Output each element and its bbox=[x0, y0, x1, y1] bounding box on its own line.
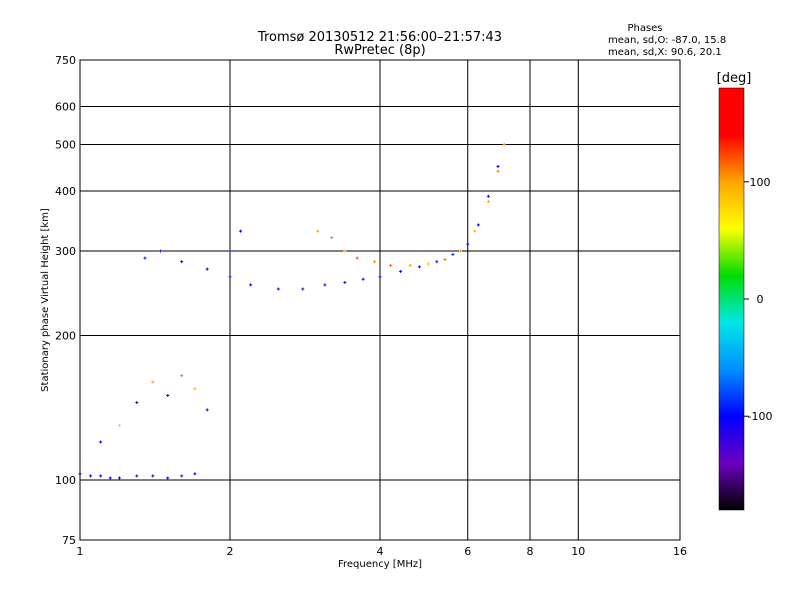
data-point-1-5 bbox=[249, 283, 253, 287]
data-point-0-4 bbox=[117, 476, 121, 480]
data-point-0-3 bbox=[108, 476, 112, 480]
data-point-2-0 bbox=[316, 229, 320, 233]
x-tick-label-1: 2 bbox=[227, 545, 234, 558]
data-point-1-15 bbox=[451, 253, 455, 257]
data-point-3-9 bbox=[239, 229, 243, 233]
data-point-1-18 bbox=[486, 194, 490, 198]
legend-line-x: mean, sd,X: 90.6, 20.1 bbox=[608, 47, 722, 58]
x-tick-label-5: 10 bbox=[571, 545, 585, 558]
colorbar-tick-label-1: 0 bbox=[757, 293, 764, 306]
data-point-0-6 bbox=[151, 474, 155, 478]
colorbar bbox=[718, 87, 745, 511]
data-point-1-2 bbox=[180, 260, 184, 264]
y-tick-label-0: 75 bbox=[62, 534, 76, 547]
data-point-1-19 bbox=[496, 164, 500, 168]
chart-title: Tromsø 20130512 21:56:00–21:57:43 bbox=[257, 30, 502, 45]
x-tick-label-4: 8 bbox=[527, 545, 534, 558]
data-points bbox=[78, 143, 506, 480]
data-point-2-13 bbox=[502, 143, 506, 147]
data-point-3-3 bbox=[151, 380, 155, 384]
data-point-0-1 bbox=[89, 474, 93, 478]
data-point-3-5 bbox=[180, 374, 184, 378]
data-point-0-7 bbox=[166, 476, 170, 480]
data-point-3-8 bbox=[228, 249, 232, 253]
data-point-0-2 bbox=[99, 474, 103, 478]
data-point-1-16 bbox=[466, 242, 470, 246]
data-point-1-17 bbox=[476, 223, 480, 227]
data-point-1-4 bbox=[228, 275, 232, 279]
colorbar-ticks: 100 0 -100 bbox=[744, 176, 772, 423]
y-tick-label-6: 600 bbox=[55, 101, 76, 114]
x-tick-label-2: 4 bbox=[377, 545, 384, 558]
data-point-1-3 bbox=[205, 267, 209, 271]
data-point-1-14 bbox=[435, 260, 439, 264]
data-point-1-13 bbox=[417, 265, 421, 269]
data-point-3-6 bbox=[193, 387, 197, 391]
data-point-2-3 bbox=[355, 256, 359, 260]
data-point-1-12 bbox=[399, 269, 403, 273]
colorbar-tick-label-2: -100 bbox=[748, 410, 773, 423]
data-point-2-5 bbox=[389, 263, 393, 267]
legend-line-o: mean, sd,O: -87.0, 15.8 bbox=[608, 35, 726, 46]
grid bbox=[79, 59, 681, 541]
y-tick-label-4: 400 bbox=[55, 185, 76, 198]
plot-frame bbox=[79, 59, 681, 541]
data-point-2-6 bbox=[408, 263, 412, 267]
data-point-0-5 bbox=[135, 474, 139, 478]
data-point-2-1 bbox=[330, 236, 334, 240]
data-point-1-6 bbox=[276, 287, 280, 291]
data-point-3-2 bbox=[135, 401, 139, 405]
y-tick-label-2: 200 bbox=[55, 330, 76, 343]
data-point-1-7 bbox=[301, 287, 305, 291]
data-point-1-9 bbox=[343, 280, 347, 284]
legend-title: Phases bbox=[627, 23, 662, 34]
data-point-3-0 bbox=[99, 440, 103, 444]
x-ticks: 1 2 4 6 8 10 16 bbox=[77, 545, 688, 558]
x-tick-label-3: 6 bbox=[464, 545, 471, 558]
data-point-2-7 bbox=[426, 262, 430, 266]
data-point-2-11 bbox=[486, 200, 490, 204]
y-ticks: 75 100 200 300 400 500 600 750 bbox=[55, 54, 76, 547]
data-point-3-7 bbox=[205, 408, 209, 412]
x-tick-label-0: 1 bbox=[77, 545, 84, 558]
colorbar-label: [deg] bbox=[717, 71, 752, 86]
data-point-1-8 bbox=[323, 283, 327, 287]
data-point-3-4 bbox=[166, 394, 170, 398]
x-tick-label-6: 16 bbox=[673, 545, 687, 558]
data-point-2-4 bbox=[373, 260, 377, 264]
data-point-3-1 bbox=[117, 423, 121, 427]
data-point-0-8 bbox=[180, 474, 184, 478]
data-point-2-8 bbox=[443, 258, 447, 262]
x-axis-label: Frequency [MHz] bbox=[338, 559, 422, 570]
data-point-1-0 bbox=[143, 256, 147, 260]
data-point-0-9 bbox=[193, 472, 197, 476]
y-tick-label-1: 100 bbox=[55, 474, 76, 487]
data-point-2-10 bbox=[473, 229, 477, 233]
y-tick-label-7: 750 bbox=[55, 54, 76, 67]
y-tick-label-3: 300 bbox=[55, 245, 76, 258]
data-point-2-12 bbox=[496, 169, 500, 173]
data-point-1-1 bbox=[158, 249, 162, 253]
data-point-1-10 bbox=[361, 277, 365, 281]
data-point-2-9 bbox=[458, 249, 462, 253]
colorbar-tick-label-0: 100 bbox=[750, 176, 771, 189]
y-tick-label-5: 500 bbox=[55, 139, 76, 152]
y-axis-label: Stationary phase Virtual Height [km] bbox=[40, 208, 51, 392]
data-point-2-2 bbox=[343, 249, 347, 253]
chart-subtitle: RwPretec (8p) bbox=[334, 43, 425, 58]
data-point-1-11 bbox=[378, 275, 382, 279]
